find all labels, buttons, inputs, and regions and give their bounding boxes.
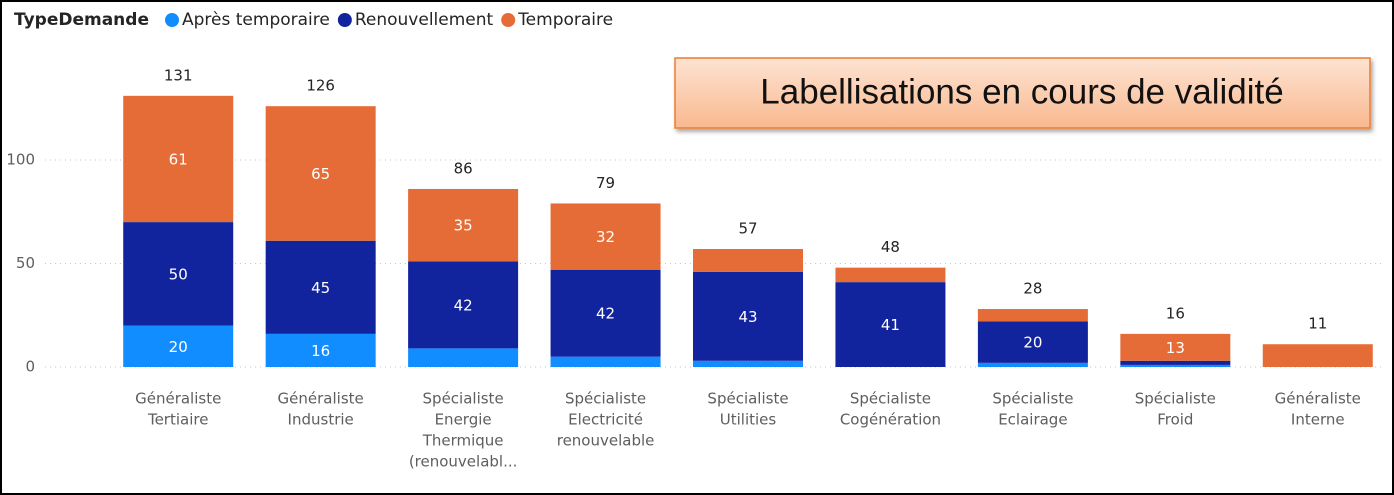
x-tick-label: Thermique: [422, 432, 504, 450]
bar-segment: [693, 271, 803, 361]
data-label: 20: [169, 338, 188, 356]
total-label: 86: [454, 159, 473, 177]
legend-label: Renouvellement: [355, 10, 494, 30]
x-tick-label: Spécialiste: [423, 390, 504, 408]
x-tick-label: Eclairage: [998, 411, 1067, 429]
annotation: Labellisations en cours de validité: [760, 72, 1283, 111]
legend-swatch: [337, 13, 352, 27]
data-label: 20: [1023, 334, 1042, 352]
bar-segment: [408, 188, 519, 262]
x-tick-label: Spécialiste: [850, 390, 931, 408]
bar-segment: [1120, 333, 1231, 361]
legend-title: TypeDemande: [14, 10, 149, 30]
data-label: 42: [454, 296, 473, 314]
total-label: 48: [881, 238, 900, 256]
x-tick-label: Généraliste: [1275, 390, 1361, 408]
bar-segment: [977, 309, 1088, 322]
bar-segment: [550, 203, 661, 270]
legend-label: Après temporaire: [182, 10, 330, 30]
total-label: 11: [1308, 315, 1327, 333]
bar-segment: [835, 267, 946, 283]
total-label: 57: [738, 220, 757, 238]
bar-segment: [550, 269, 661, 357]
x-tick-label: Interne: [1291, 411, 1345, 429]
bar-segment: [977, 362, 1088, 367]
bar-segment: [1120, 364, 1231, 367]
data-label: 61: [169, 150, 188, 168]
bar-segment: [835, 282, 946, 367]
x-tick-label: (renouvelabl...: [409, 453, 518, 471]
legend-swatch: [165, 13, 179, 27]
x-tick-label: Utilities: [720, 411, 777, 429]
x-tick-label: Spécialiste: [1135, 390, 1216, 408]
x-tick-label: Spécialiste: [707, 390, 788, 408]
bar-segment: [265, 106, 376, 241]
x-tick-label: Cogénération: [840, 411, 941, 429]
legend-label: Temporaire: [517, 10, 613, 30]
bar-segment: [408, 348, 519, 367]
y-tick-label: 100: [6, 151, 35, 169]
bar-segment: [265, 240, 376, 334]
bar-segment: [408, 261, 519, 349]
annotation-box: [674, 57, 1371, 129]
bar-segment: [265, 333, 376, 367]
data-label: 35: [454, 217, 473, 235]
y-tick-label: 50: [16, 254, 35, 272]
bar-segment: [123, 95, 234, 223]
x-tick-label: Industrie: [288, 411, 354, 429]
x-tick-label: Energie: [435, 411, 492, 429]
legend-swatch: [501, 13, 516, 27]
data-label: 65: [311, 165, 330, 183]
x-tick-label: Généraliste: [135, 390, 221, 408]
x-tick-label: Généraliste: [278, 390, 364, 408]
total-label: 16: [1166, 304, 1185, 322]
total-label: 126: [306, 77, 335, 95]
x-tick-label: Froid: [1157, 411, 1193, 429]
bar-segment: [693, 360, 803, 367]
data-label: 41: [881, 316, 900, 334]
data-label: 43: [738, 308, 757, 326]
total-label: 28: [1023, 280, 1042, 298]
data-label: 42: [596, 305, 615, 323]
data-label: 50: [169, 265, 188, 283]
x-tick-label: Tertiaire: [147, 411, 208, 429]
total-label: 131: [164, 66, 193, 84]
bar-segment: [1262, 344, 1373, 367]
bar-segment: [1120, 360, 1231, 365]
bar-segment: [550, 356, 661, 367]
x-tick-label: Spécialiste: [992, 390, 1073, 408]
bar-segment: [977, 321, 1088, 363]
data-label: 32: [596, 228, 615, 246]
bar-segment: [693, 249, 803, 272]
data-label: 13: [1166, 339, 1185, 357]
data-label: 16: [311, 342, 330, 360]
x-tick-label: Spécialiste: [565, 390, 646, 408]
x-tick-label: renouvelable: [557, 432, 655, 450]
total-label: 79: [596, 174, 615, 192]
data-label: 45: [311, 279, 330, 297]
bar-segment: [123, 222, 234, 326]
x-tick-label: Electricité: [568, 411, 643, 429]
bar-segment: [123, 325, 234, 367]
y-tick-label: 0: [25, 358, 35, 376]
